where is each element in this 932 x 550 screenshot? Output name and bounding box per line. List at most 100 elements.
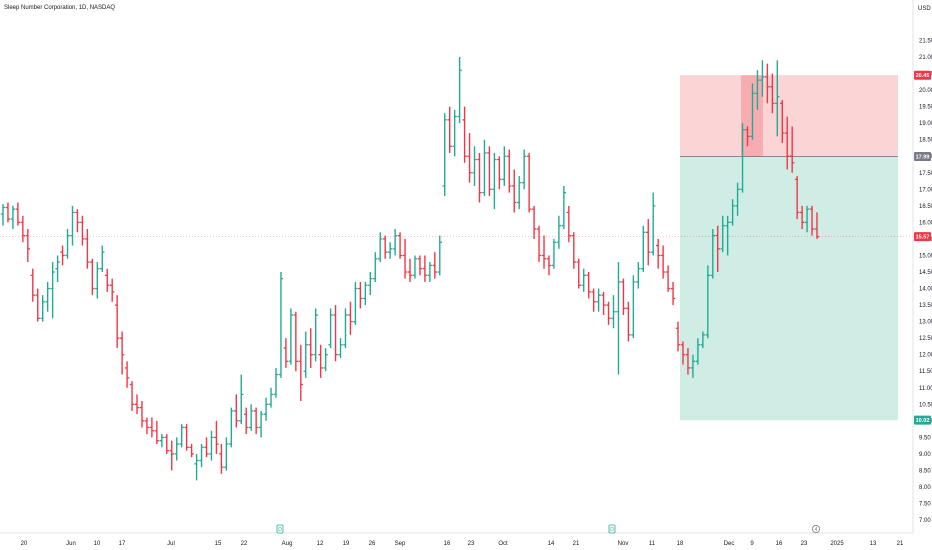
ohlc-bar [248, 404, 254, 431]
y-tick-label: 10.50 [919, 402, 932, 408]
ohlc-bar [576, 258, 581, 289]
x-tick-label: 11 [649, 541, 656, 547]
ohlc-bar [531, 205, 537, 239]
stop-loss-zone[interactable] [680, 75, 898, 157]
event-marker-icon[interactable]: 4 [812, 525, 821, 534]
x-tick-label: 20 [21, 541, 28, 547]
price-axis[interactable]: 7.007.508.008.509.009.5010.0010.5011.001… [912, 0, 932, 533]
ohlc-bar [596, 288, 601, 312]
ohlc-bar [646, 219, 651, 266]
x-tick-label: Sep [395, 541, 406, 547]
take-profit-zone[interactable] [680, 156, 898, 421]
ohlc-bar [695, 338, 701, 365]
ohlc-bar [338, 338, 343, 358]
ohlc-bar [378, 232, 383, 263]
event-marker-icon[interactable]: D [608, 524, 616, 534]
svg-text:4: 4 [815, 527, 818, 533]
ohlc-bar [199, 444, 204, 468]
ohlc-bar [690, 354, 696, 378]
price-badge: 15.57 [914, 232, 931, 242]
ohlc-bar [765, 63, 770, 104]
ohlc-bar [685, 348, 691, 375]
y-tick-label: 7.00 [919, 518, 931, 524]
y-tick-label: 16.00 [919, 220, 932, 226]
ohlc-bar [313, 308, 318, 362]
y-tick-label: 21.50 [919, 38, 932, 44]
ohlc-bar [75, 209, 80, 233]
ohlc-bar [234, 394, 239, 428]
ohlc-bar [353, 281, 358, 325]
y-tick-label: 14.50 [919, 270, 932, 276]
ohlc-bar [561, 186, 567, 229]
ohlc-bar [194, 453, 199, 481]
ohlc-bar [114, 295, 120, 349]
y-tick-label: 9.00 [919, 452, 931, 458]
ohlc-bar [641, 225, 646, 272]
ohlc-bar [268, 387, 274, 408]
ohlc-bar [65, 229, 70, 259]
ohlc-bar [551, 238, 557, 269]
y-tick-label: 21.00 [919, 55, 932, 61]
ohlc-bar [105, 268, 110, 292]
ohlc-bar [750, 83, 755, 140]
ohlc-bar [219, 444, 224, 474]
x-tick-label: 12 [317, 541, 324, 547]
ohlc-bar [442, 113, 447, 196]
x-tick-label: 21 [897, 541, 904, 547]
event-marker-icon[interactable]: D [276, 524, 284, 534]
ohlc-bar [710, 229, 715, 279]
x-tick-label: 16 [444, 541, 451, 547]
ohlc-bar [760, 60, 765, 97]
ohlc-bar [100, 245, 105, 272]
y-tick-label: 16.50 [919, 204, 932, 210]
time-axis[interactable]: 20 Jun 10 17 Jul 15 22 Aug 12 19 26 Sep 16 23 Oct 14 21 N… [0, 532, 913, 547]
ohlc-bar [348, 301, 353, 335]
ohlc-bar [814, 212, 820, 239]
ohlc-bar [700, 331, 706, 349]
ohlc-bar [680, 341, 686, 365]
long-position-tool[interactable] [680, 75, 898, 421]
ohlc-bar [556, 215, 562, 249]
ohlc-bar [283, 338, 289, 368]
ohlc-bar [224, 437, 229, 471]
ohlc-bar [10, 205, 16, 229]
ohlc-bar [30, 268, 35, 302]
ohlc-bar [308, 328, 313, 368]
svg-text:D: D [278, 527, 282, 533]
ohlc-bar [770, 73, 775, 114]
ohlc-bar [601, 291, 606, 315]
ohlc-bar [184, 424, 189, 451]
ohlc-bar [134, 394, 140, 415]
ohlc-bar [15, 202, 21, 226]
ohlc-bar [164, 434, 169, 454]
ohlc-bar [447, 106, 452, 153]
ohlc-bar [670, 281, 676, 306]
ohlc-bar [809, 205, 815, 236]
ohlc-bar [512, 169, 517, 213]
ohlc-bar [229, 407, 234, 448]
currency-label: USD [918, 6, 931, 12]
ohlc-bar [705, 265, 711, 339]
ohlc-bar [799, 205, 805, 229]
ohlc-bar [253, 407, 259, 435]
x-tick-label: Nov [618, 541, 629, 547]
ohlc-bar [437, 235, 442, 276]
ohlc-bar [258, 410, 264, 438]
ohlc-bar [487, 146, 492, 196]
y-tick-label: 12.50 [919, 336, 932, 342]
ohlc-bar [432, 252, 438, 279]
ohlc-bar [526, 152, 532, 213]
ohlc-bar [263, 397, 269, 421]
ohlc-bar [521, 149, 527, 190]
x-tick-label: 16 [776, 541, 783, 547]
x-tick-label: 14 [548, 541, 555, 547]
ohlc-bar [586, 272, 591, 299]
x-tick-label: Aug [282, 541, 293, 547]
ohlc-bar [333, 305, 338, 362]
y-tick-label: 8.00 [919, 485, 931, 491]
ohlc-bar [20, 215, 26, 243]
ohlc-bar [422, 255, 428, 282]
y-tick-label: 8.50 [919, 468, 931, 474]
ohlc-bar [780, 100, 785, 143]
